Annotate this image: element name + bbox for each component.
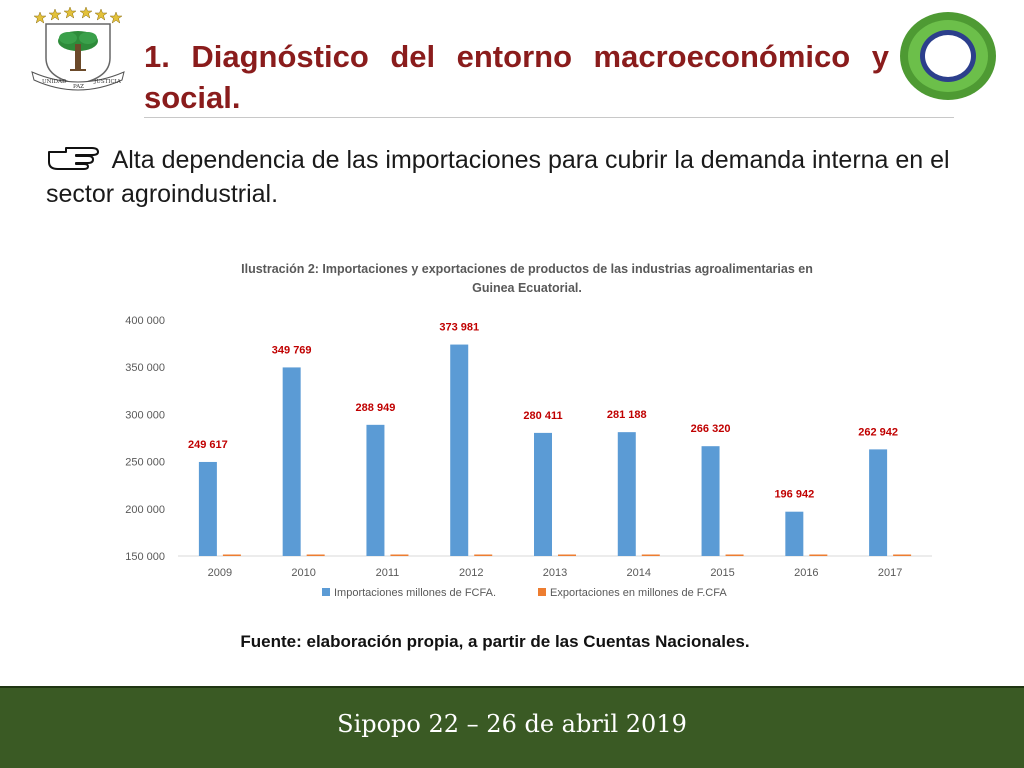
data-label: 266 320 bbox=[691, 423, 731, 435]
import-bar bbox=[701, 446, 720, 556]
export-bar bbox=[222, 554, 241, 556]
export-bar bbox=[306, 554, 325, 556]
data-label: 262 942 bbox=[858, 426, 898, 438]
source-note: Fuente: elaboración propia, a partir de … bbox=[240, 632, 750, 651]
emblem-motto-right: JUSTICIA bbox=[93, 79, 122, 85]
import-bar bbox=[785, 511, 804, 556]
y-tick-label: 350 000 bbox=[125, 362, 165, 374]
export-bar bbox=[725, 554, 744, 556]
x-tick-label: 2016 bbox=[794, 567, 818, 579]
data-label: 373 981 bbox=[439, 322, 479, 334]
import-bar bbox=[534, 432, 552, 556]
legend-label-imports: Importaciones millones de FCFA. bbox=[334, 587, 496, 599]
data-label: 249 617 bbox=[188, 439, 228, 451]
data-label: 280 411 bbox=[523, 410, 562, 422]
data-label: 349 769 bbox=[272, 344, 312, 356]
chart-title: Guinea Ecuatorial. bbox=[472, 281, 582, 295]
export-bar bbox=[641, 554, 660, 556]
import-bar bbox=[450, 344, 469, 556]
emblem-motto-left: UNIDAD bbox=[42, 79, 67, 85]
emblem-motto-center: PAZ bbox=[73, 84, 84, 90]
x-tick-label: 2014 bbox=[627, 567, 651, 579]
export-bar bbox=[390, 554, 409, 556]
bar-chart: Ilustración 2: Importaciones y exportaci… bbox=[110, 250, 940, 610]
y-tick-label: 400 000 bbox=[125, 315, 165, 327]
pointing-hand-icon bbox=[46, 142, 106, 170]
import-bar bbox=[617, 432, 636, 556]
import-bar bbox=[869, 449, 888, 556]
chart-title: Ilustración 2: Importaciones y exportaci… bbox=[241, 262, 813, 276]
legend-label-exports: Exportaciones en millones de F.CFA bbox=[550, 587, 727, 599]
data-label: 196 942 bbox=[774, 489, 814, 501]
coat-of-arms-icon: UNIDAD PAZ JUSTICIA bbox=[28, 6, 128, 94]
export-bar bbox=[558, 554, 576, 556]
import-bar bbox=[366, 424, 385, 556]
ring-logo-icon bbox=[898, 10, 998, 102]
bullet-point: Alta dependencia de las importaciones pa… bbox=[46, 142, 976, 211]
import-bar bbox=[282, 367, 301, 556]
x-tick-label: 2017 bbox=[878, 567, 902, 579]
footer-text: Sipopo 22 – 26 de abril 2019 bbox=[337, 710, 687, 738]
legend-swatch-exports bbox=[538, 588, 546, 596]
x-tick-label: 2015 bbox=[710, 567, 734, 579]
x-tick-label: 2012 bbox=[459, 567, 483, 579]
y-tick-label: 250 000 bbox=[125, 457, 165, 469]
x-tick-label: 2013 bbox=[543, 567, 567, 579]
title-divider bbox=[144, 117, 954, 118]
legend-swatch-imports bbox=[322, 588, 330, 596]
y-tick-label: 200 000 bbox=[125, 504, 165, 516]
y-tick-label: 300 000 bbox=[125, 409, 165, 421]
export-bar bbox=[809, 554, 828, 556]
footer-bar: Sipopo 22 – 26 de abril 2019 bbox=[0, 686, 1024, 768]
page-title: 1. Diagnóstico del entorno macroeconómic… bbox=[144, 39, 889, 115]
data-label: 281 188 bbox=[607, 409, 647, 421]
x-tick-label: 2009 bbox=[208, 567, 232, 579]
import-bar bbox=[198, 461, 217, 556]
export-bar bbox=[474, 554, 493, 556]
x-tick-label: 2011 bbox=[376, 567, 400, 579]
data-label: 288 949 bbox=[356, 402, 396, 414]
export-bar bbox=[893, 554, 912, 556]
y-tick-label: 150 000 bbox=[125, 551, 165, 563]
bullet-text: Alta dependencia de las importaciones pa… bbox=[46, 146, 950, 208]
x-tick-label: 2010 bbox=[291, 567, 315, 579]
